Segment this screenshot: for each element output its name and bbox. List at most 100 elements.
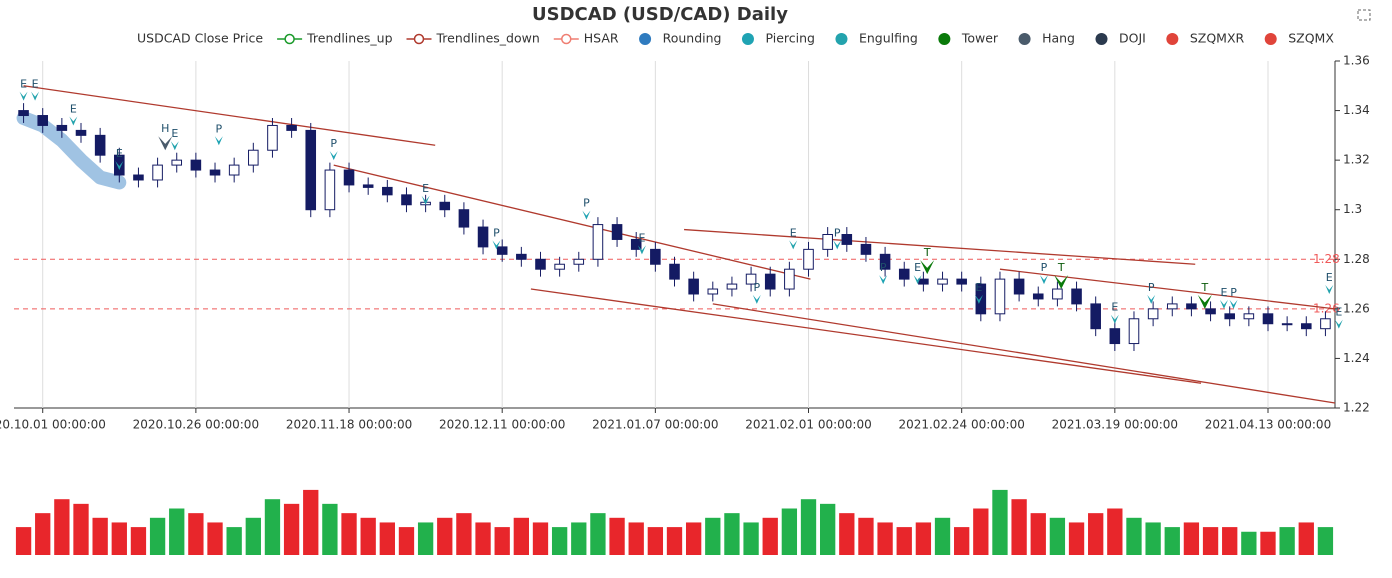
legend-icon bbox=[413, 33, 425, 45]
candle-body bbox=[477, 226, 489, 248]
legend-label: Piercing bbox=[765, 31, 815, 46]
y-tick-label: 1.24 bbox=[1343, 351, 1370, 365]
volume-bar bbox=[1164, 527, 1180, 555]
volume-bar bbox=[877, 522, 893, 555]
volume-bar bbox=[226, 527, 242, 555]
signal-label: P bbox=[1041, 261, 1048, 274]
y-tick-label: 1.26 bbox=[1343, 301, 1370, 315]
volume-bar bbox=[207, 522, 223, 555]
signal-label: T bbox=[923, 246, 931, 259]
candle-body bbox=[1300, 323, 1312, 330]
trendline-down bbox=[333, 164, 811, 280]
x-tick-label: 2020.11.18 00:00:00 bbox=[286, 418, 412, 432]
candle-body bbox=[822, 234, 833, 250]
volume-bar bbox=[762, 517, 778, 555]
toolbox[interactable] bbox=[1357, 9, 1371, 21]
volume-bar bbox=[1011, 499, 1027, 555]
candle-body bbox=[745, 273, 757, 285]
legend-label: Rounding bbox=[663, 31, 722, 46]
signal-label: E bbox=[20, 78, 27, 91]
volume-bar bbox=[800, 499, 817, 555]
volume-bar bbox=[1202, 527, 1219, 555]
candle-body bbox=[114, 154, 125, 176]
candle-body bbox=[841, 234, 853, 245]
legend-label: SZQMXR bbox=[1190, 31, 1245, 46]
signal-marker bbox=[1197, 294, 1212, 309]
volume-bar bbox=[781, 508, 798, 555]
y-tick-label: 1.3 bbox=[1343, 202, 1362, 216]
signal-marker bbox=[492, 240, 501, 250]
signal-marker bbox=[69, 116, 78, 126]
signal-marker bbox=[1325, 284, 1334, 294]
volume-bar bbox=[609, 517, 625, 555]
signal-label: P bbox=[216, 122, 223, 135]
volume-bar bbox=[111, 522, 127, 555]
volume-bar bbox=[169, 508, 185, 555]
candle-body bbox=[611, 224, 623, 240]
signal-marker bbox=[1110, 314, 1119, 324]
volume-bar bbox=[1317, 527, 1334, 555]
candle-body bbox=[918, 278, 929, 285]
signal-label: E bbox=[70, 102, 77, 115]
volume-bar bbox=[973, 508, 989, 555]
candle-body bbox=[803, 248, 814, 270]
volume-bar bbox=[571, 522, 587, 555]
volume-bar bbox=[934, 517, 951, 555]
candle-body bbox=[1071, 288, 1082, 305]
candle-body bbox=[516, 253, 527, 260]
candle-body bbox=[1147, 308, 1159, 320]
signal-marker bbox=[1219, 299, 1228, 309]
signal-marker bbox=[920, 260, 935, 275]
candle-body bbox=[937, 278, 948, 285]
candle-body bbox=[1205, 308, 1216, 315]
volume-bar bbox=[1049, 517, 1066, 555]
volume-bar bbox=[264, 499, 281, 555]
candle-body bbox=[1109, 328, 1121, 345]
trendline-down bbox=[530, 288, 1202, 384]
signal-label: P bbox=[583, 197, 590, 210]
signal-marker bbox=[170, 141, 179, 151]
signal-label: E bbox=[790, 226, 797, 239]
signal-label: E bbox=[1220, 286, 1227, 299]
signal-label: T bbox=[1200, 281, 1208, 294]
candle-body bbox=[1224, 313, 1235, 320]
candle-body bbox=[37, 115, 49, 126]
candle-body bbox=[362, 184, 374, 188]
signal-marker bbox=[329, 151, 338, 161]
volume-bar bbox=[494, 527, 510, 555]
signal-label: P bbox=[1230, 286, 1237, 299]
volume-bar bbox=[1030, 513, 1046, 555]
legend-label: Trendlines_down bbox=[436, 31, 540, 46]
candle-body bbox=[956, 278, 967, 285]
volume-bar bbox=[1088, 513, 1104, 555]
legend-icon bbox=[1095, 33, 1108, 45]
signal-label: P bbox=[880, 261, 887, 274]
candle-body bbox=[1013, 278, 1025, 295]
trendline-down bbox=[712, 303, 1336, 404]
candle-body bbox=[1320, 318, 1331, 330]
candle-body bbox=[1262, 313, 1274, 325]
volume-bar bbox=[743, 522, 759, 555]
signal-label: E bbox=[422, 182, 429, 195]
candle-body bbox=[1243, 313, 1255, 320]
signal-marker bbox=[31, 91, 40, 101]
volume-bar bbox=[590, 513, 606, 555]
candle-body bbox=[1281, 323, 1293, 326]
candle-body bbox=[267, 124, 278, 151]
candle-body bbox=[535, 258, 546, 270]
x-tick-label: 2021.04.13 00:00:00 bbox=[1205, 418, 1331, 432]
volume-bar bbox=[398, 527, 415, 555]
legend-label: SZQMX bbox=[1288, 31, 1334, 46]
volume-bar bbox=[188, 513, 204, 555]
candle-body bbox=[592, 224, 604, 260]
signal-label: E bbox=[171, 127, 178, 140]
zoom-icon[interactable] bbox=[1357, 9, 1371, 21]
signal-marker bbox=[1229, 299, 1238, 309]
candle-body bbox=[650, 248, 661, 265]
x-tick-label: 2020.12.11 00:00:00 bbox=[439, 418, 565, 432]
candle-body bbox=[1166, 303, 1178, 310]
candle-body bbox=[1090, 303, 1101, 330]
candle-body bbox=[898, 268, 910, 280]
signal-label: E bbox=[116, 147, 123, 160]
